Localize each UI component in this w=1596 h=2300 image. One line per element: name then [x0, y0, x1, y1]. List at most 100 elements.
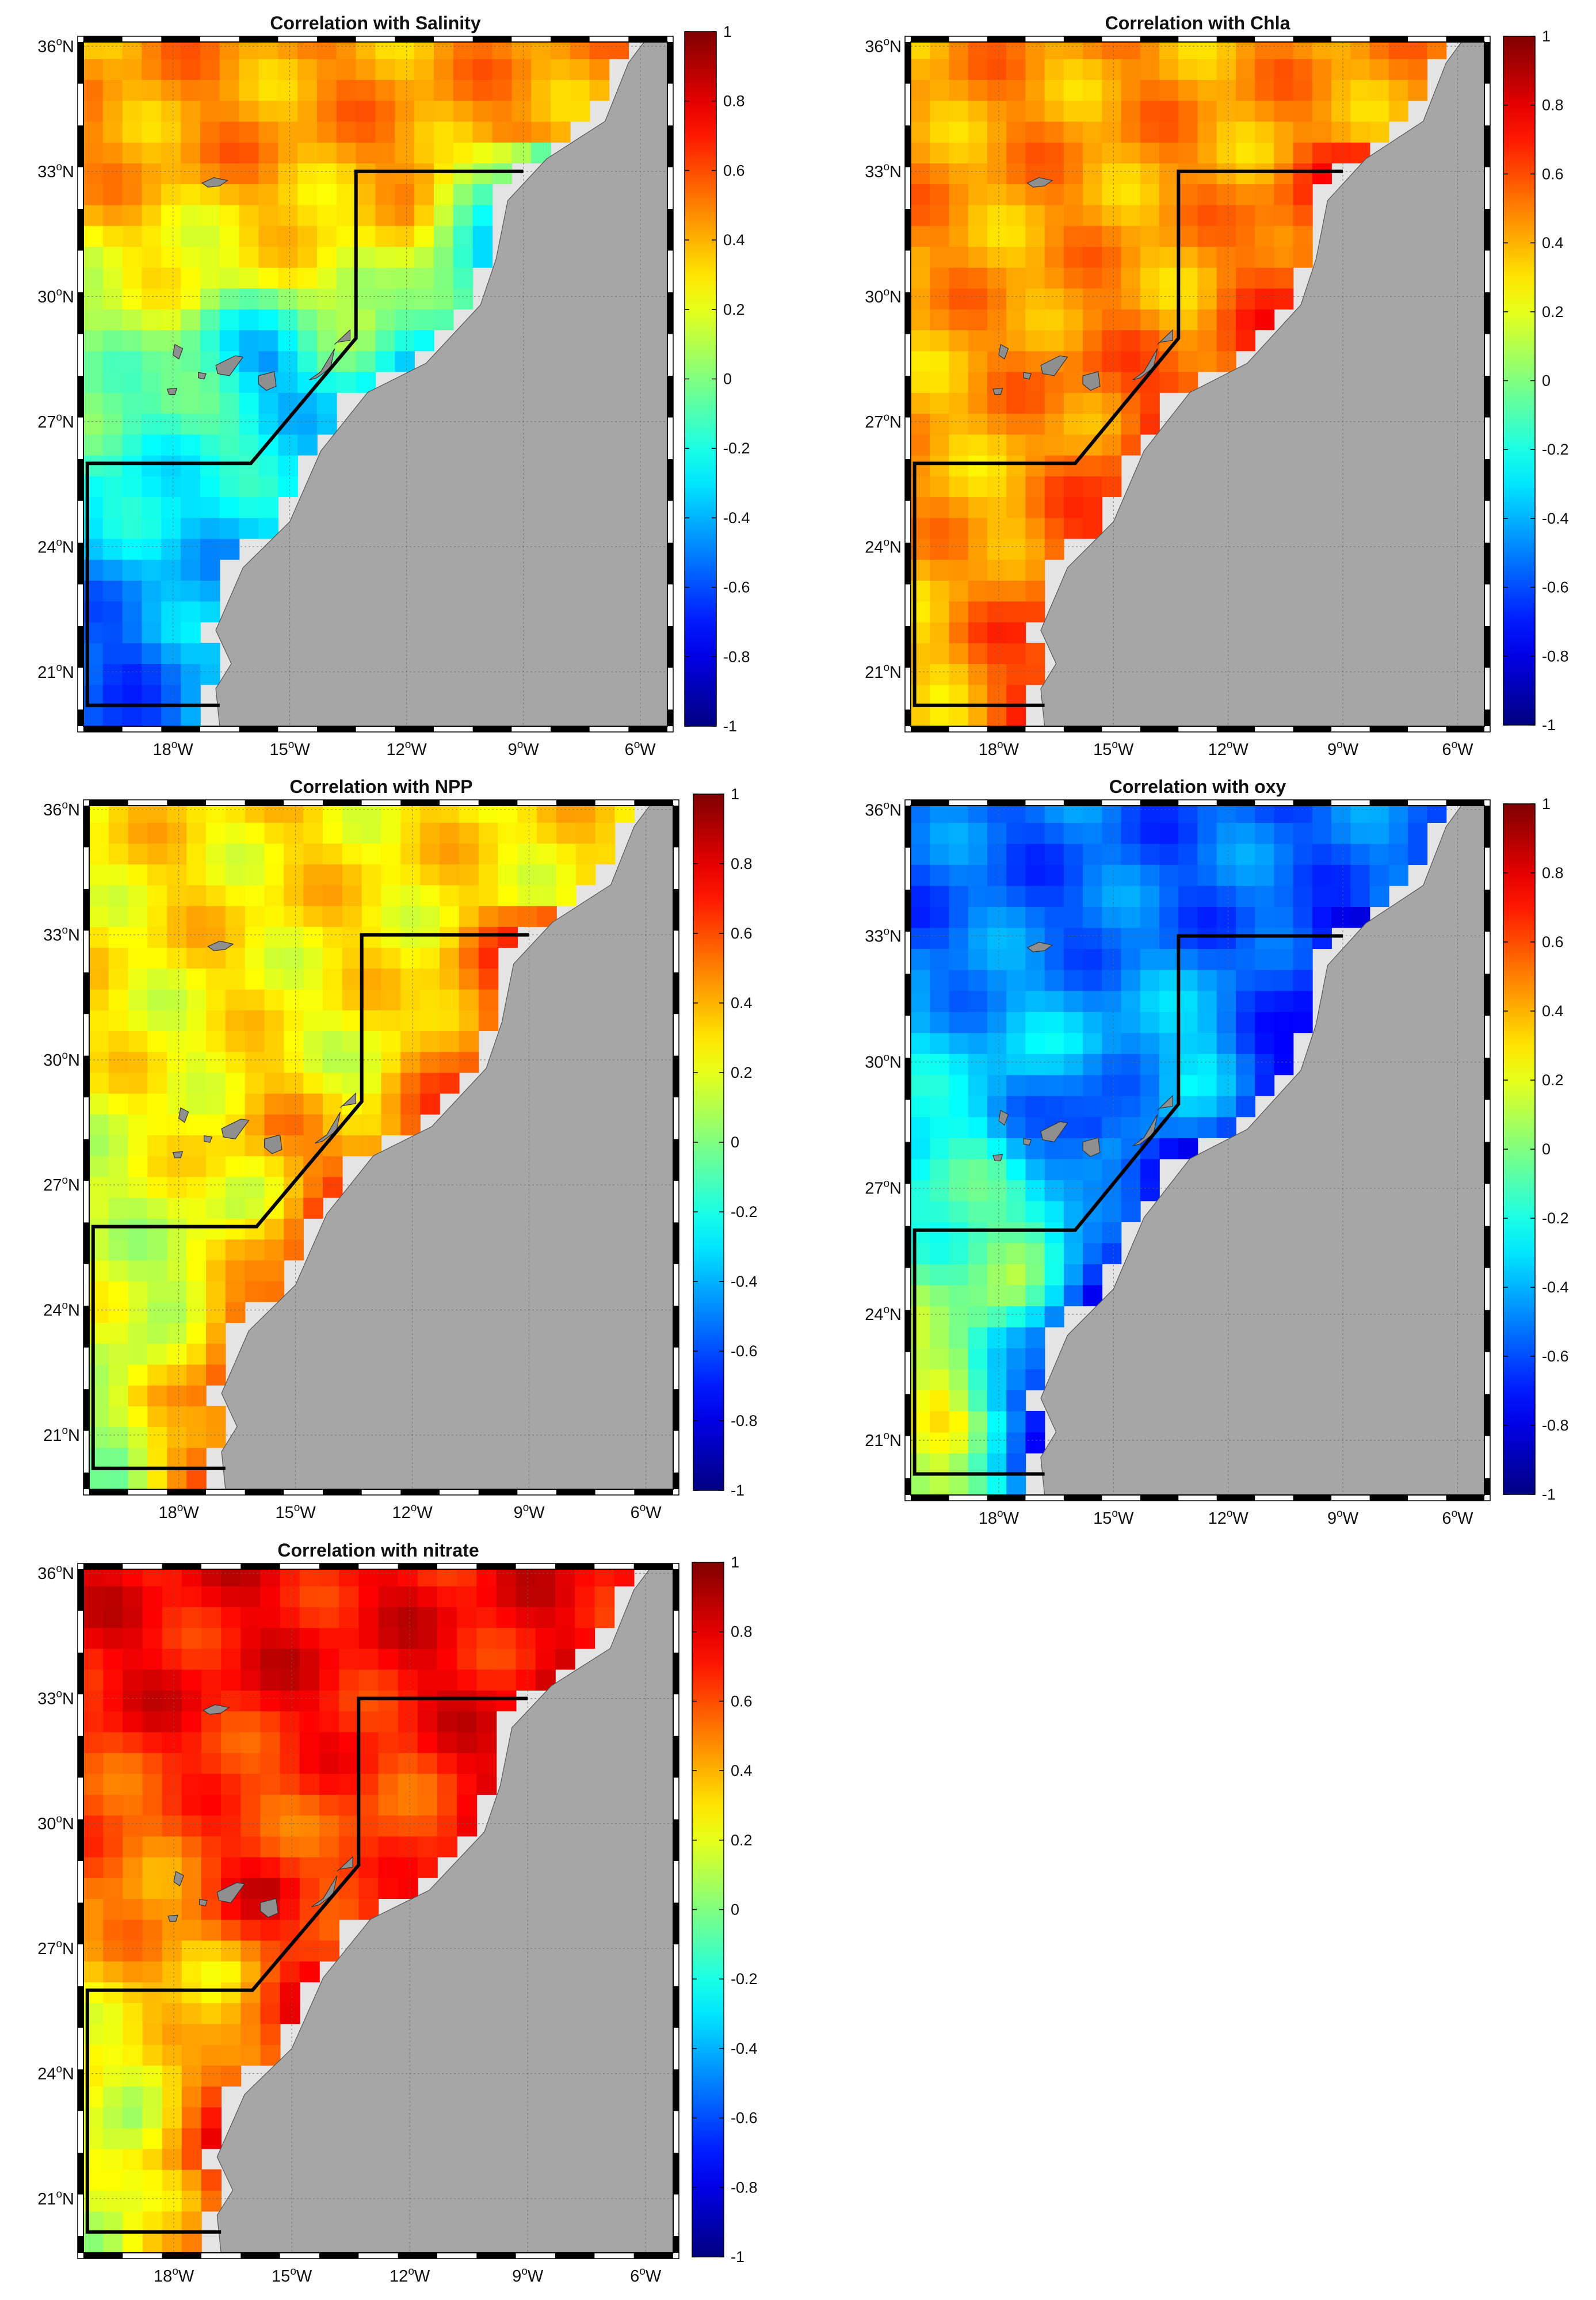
colorbar-tick-label: 0.4 [1542, 234, 1564, 251]
region-boundary [85, 1696, 528, 2234]
map-frame [904, 36, 1491, 733]
la-palma-island [178, 1107, 189, 1123]
colorbar-tick-label: 0.2 [731, 1832, 753, 1849]
lon-tick-label: 15oW [272, 2265, 312, 2286]
lon-tick-label: 6oW [1442, 739, 1473, 759]
lon-tick-label: 18oW [153, 739, 194, 759]
lon-tick-label: 9oW [514, 1502, 545, 1522]
tenerife-island [215, 355, 244, 376]
lat-tick-label: 36oN [43, 799, 80, 819]
gridlines [83, 42, 667, 726]
map-panel-chla: Correlation with Chla 36oN 33oN 30oN 27oN 24o… [865, 13, 1569, 759]
gran-canaria-island [258, 371, 277, 391]
tenerife-island [221, 1119, 250, 1140]
colorbar-tick-label: 0.4 [731, 994, 753, 1012]
map-panel-oxy: Correlation with oxy 36oN 33oN 30oN 27oN 24oN… [865, 776, 1569, 1528]
la-gomera-island [198, 372, 207, 380]
la-palma-island [998, 344, 1009, 360]
colorbar-tick-label: 0 [723, 371, 732, 388]
colorbar-tick-label: -0.4 [1542, 510, 1569, 527]
colorbar-tick-label: 0.4 [1542, 1002, 1564, 1020]
land-mass [1040, 806, 1484, 1495]
lanzarote-island [340, 1092, 357, 1108]
colorbar-tick-label: 0 [731, 1134, 739, 1151]
tenerife-island [216, 1882, 246, 1904]
region-boundary [912, 934, 1343, 1476]
colorbar-tick-label: 0.2 [1542, 1071, 1564, 1089]
region-boundary [85, 169, 524, 707]
lat-tick-label: 36oN [865, 36, 902, 56]
madeira-island [201, 177, 228, 188]
lat-tick-label: 21oN [37, 2188, 74, 2209]
panel-title: Correlation with oxy [1109, 776, 1286, 797]
colorbar-tick-label: -0.4 [731, 1273, 758, 1290]
panel-title: Correlation with Salinity [270, 13, 480, 33]
colorbar-tick-label: -1 [1542, 716, 1556, 734]
lat-tick-label: 27oN [43, 1174, 80, 1195]
lon-tick-label: 18oW [979, 739, 1020, 759]
lon-tick-label: 9oW [512, 2265, 544, 2286]
la-palma-island [172, 344, 184, 360]
colorbar-tick-label: 0.4 [723, 231, 745, 249]
colorbar-tick-label: -0.4 [723, 509, 750, 527]
lat-tick-label: 24oN [43, 1300, 80, 1320]
fuerteventura-island [315, 1112, 341, 1144]
gran-canaria-island [1082, 1137, 1101, 1157]
la-gomera-island [204, 1135, 213, 1143]
colorbar-tick-label: 1 [1542, 795, 1551, 813]
colorbar-tick-label: 0 [731, 1901, 739, 1918]
colorbar-tick-label: 0.6 [731, 1692, 753, 1710]
colorbar-tick-label: -1 [731, 2248, 744, 2265]
colorbar-tick-label: -0.2 [731, 1203, 758, 1220]
colorbar-tick-label: 0.8 [1542, 97, 1564, 114]
lon-tick-label: 6oW [631, 1502, 662, 1522]
lat-tick-label: 33oN [37, 1688, 74, 1708]
region-boundary [912, 169, 1343, 707]
lon-tick-label: 6oW [625, 739, 656, 759]
madeira-island [207, 940, 234, 951]
colorbar-tick-label: -1 [723, 718, 737, 735]
lat-tick-label: 30oN [43, 1050, 80, 1070]
colorbar-tick-label: -0.6 [731, 1342, 758, 1360]
lat-tick-label: 30oN [865, 286, 902, 306]
lat-tick-label: 33oN [865, 161, 902, 181]
lat-tick-label: 27oN [865, 1178, 902, 1198]
colorbar: 1 0.8 0.6 0.4 0.2 0 -0.2 -0.4 -0.6 -0.8 -1 [692, 1554, 758, 2265]
colorbar-tick-label: -0.6 [731, 2110, 758, 2127]
tenerife-island [1040, 1121, 1068, 1143]
lon-tick-label: 18oW [159, 1502, 200, 1522]
colorbar: 1 0.8 0.6 0.4 0.2 0 -0.2 -0.4 -0.6 -0.8 -1 [693, 785, 758, 1499]
lat-tick-label: 33oN [43, 925, 80, 945]
colorbar-tick-label: 0.2 [1542, 303, 1564, 321]
colorbar-tick-label: -0.8 [1542, 647, 1569, 665]
colorbar: 1 0.8 0.6 0.4 0.2 0 -0.2 -0.4 -0.6 -0.8 -1 [1503, 28, 1569, 734]
lon-tick-label: 9oW [508, 739, 540, 759]
colorbar-tick-label: 1 [731, 785, 739, 803]
lat-tick-label: 33oN [865, 925, 902, 945]
colorbar-tick-label: 0.8 [731, 855, 753, 872]
lon-tick-label: 18oW [154, 2265, 194, 2286]
lon-tick-label: 15oW [276, 1502, 316, 1522]
lat-tick-label: 24oN [865, 1304, 902, 1324]
fuerteventura-island [309, 348, 335, 380]
colorbar-tick-label: -0.6 [1542, 579, 1569, 596]
lanzarote-island [337, 1856, 353, 1872]
colorbar-tick-label: 0.6 [1542, 165, 1564, 182]
lon-tick-label: 15oW [1093, 1508, 1134, 1528]
land-mass [221, 806, 673, 1489]
colorbar: 1 0.8 0.6 0.4 0.2 0 -0.2 -0.4 -0.6 -0.8 -1 [1503, 795, 1569, 1503]
region-boundary [91, 933, 529, 1470]
lat-tick-label: 27oN [37, 411, 74, 432]
la-gomera-island [1023, 372, 1032, 380]
colorbar-tick-label: -0.6 [1542, 1348, 1569, 1365]
el-hierro-island [172, 1151, 184, 1158]
land-mass [216, 1569, 673, 2253]
la-palma-island [998, 1109, 1009, 1126]
el-hierro-island [167, 1914, 178, 1922]
colorbar-tick-label: -0.2 [723, 440, 750, 457]
madeira-island [203, 1704, 230, 1715]
map-frame [904, 799, 1491, 1501]
lat-tick-label: 24oN [865, 536, 902, 556]
lat-tick-label: 36oN [37, 36, 74, 56]
map-panel-salinity: Correlation with Salinity 36oN 33oN 30oN 27o… [37, 13, 750, 759]
